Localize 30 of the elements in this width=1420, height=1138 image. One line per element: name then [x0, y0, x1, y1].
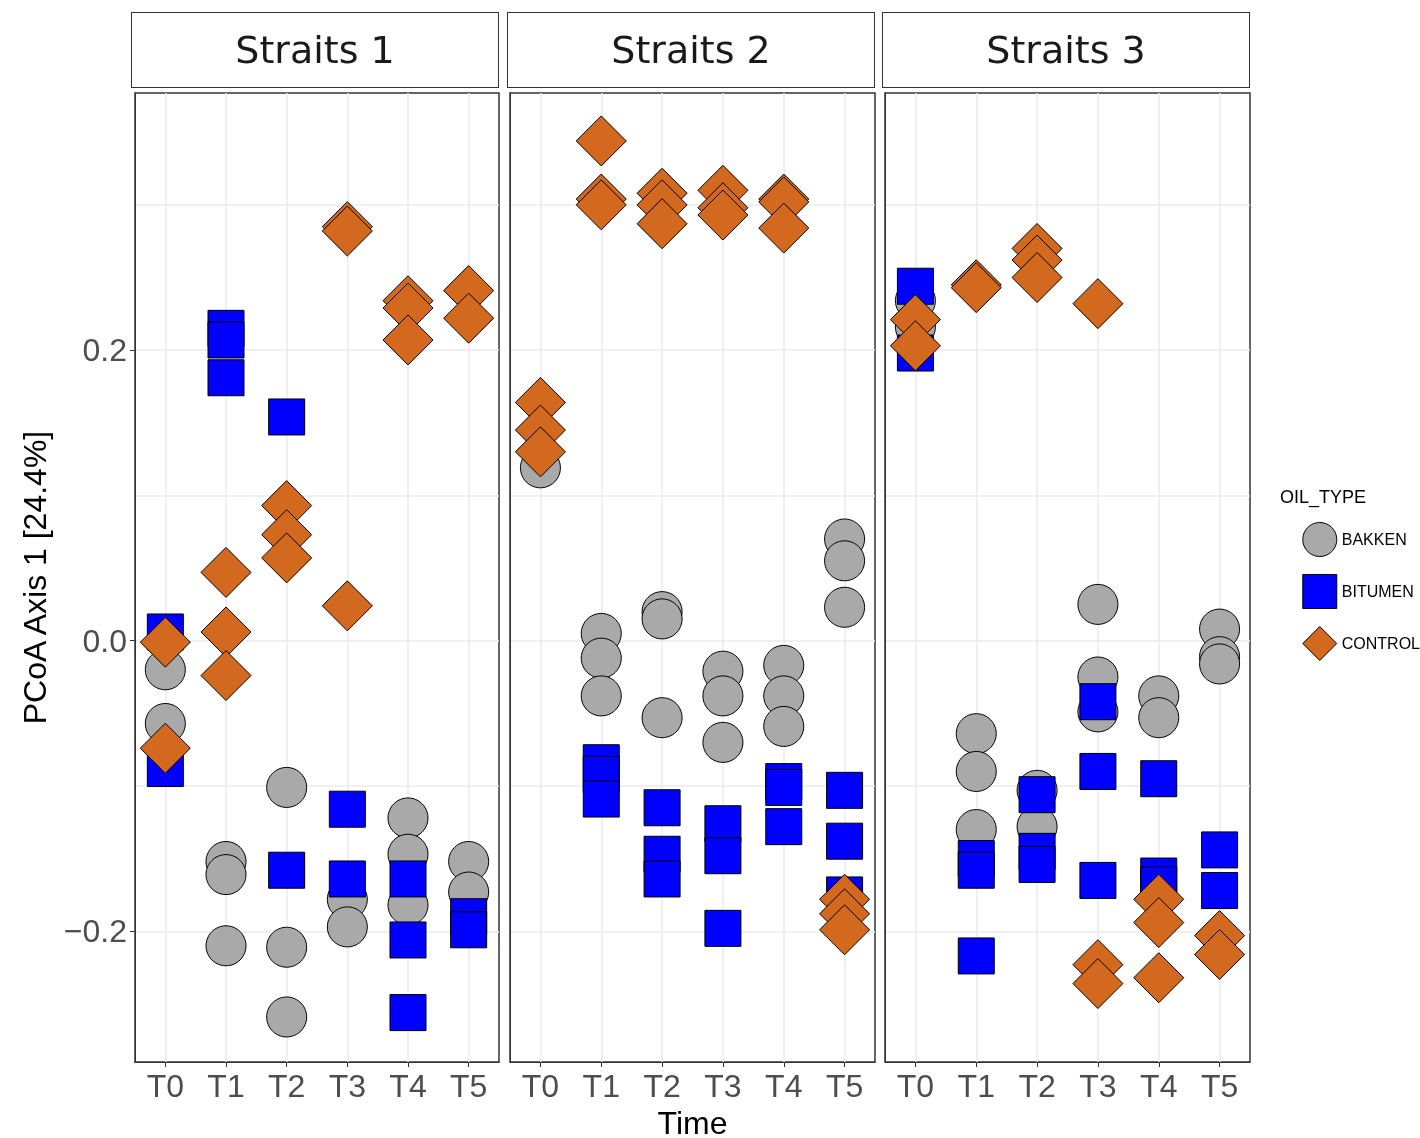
x-tick-label: T5: [449, 1068, 488, 1104]
x-tick-label: T2: [267, 1068, 306, 1104]
x-tick-label: T1: [207, 1068, 245, 1104]
x-tick-label: T1: [582, 1068, 620, 1104]
x-tick-label: T2: [1018, 1068, 1056, 1104]
x-tick-label: T5: [825, 1068, 864, 1104]
legend-label: BITUMEN: [1341, 583, 1414, 600]
y-tick-label: 0.0: [82, 622, 127, 659]
x-tick-label: T4: [1140, 1068, 1178, 1104]
chart-title: Straits 1: [131, 12, 499, 88]
y-tick-label: 0.2: [82, 332, 127, 369]
legend-label: CONTROL: [1341, 635, 1420, 652]
x-tick-label: T0: [896, 1068, 935, 1104]
chart-title: Straits 3: [882, 12, 1250, 88]
x-tick-label: T4: [765, 1068, 803, 1104]
chart-title: Straits 2: [507, 12, 875, 88]
x-tick-label: T4: [389, 1068, 427, 1104]
legend-title: OIL_TYPE: [1280, 487, 1367, 508]
x-axis-title: Time: [657, 1104, 728, 1138]
x-tick-label: T5: [1200, 1068, 1239, 1104]
x-tick-label: T3: [1079, 1068, 1117, 1104]
x-tick-label: T2: [643, 1068, 681, 1104]
legend-label: BAKKEN: [1341, 531, 1407, 548]
x-tick-label: T3: [704, 1068, 742, 1104]
x-tick-label: T3: [328, 1068, 367, 1104]
x-tick-label: T1: [957, 1068, 995, 1104]
x-tick-label: T0: [146, 1068, 185, 1104]
y-axis-title: PCoA Axis 1 [24.4%]: [17, 430, 53, 725]
y-tick-label: −0.2: [63, 913, 127, 950]
x-tick-label: T0: [521, 1068, 560, 1104]
